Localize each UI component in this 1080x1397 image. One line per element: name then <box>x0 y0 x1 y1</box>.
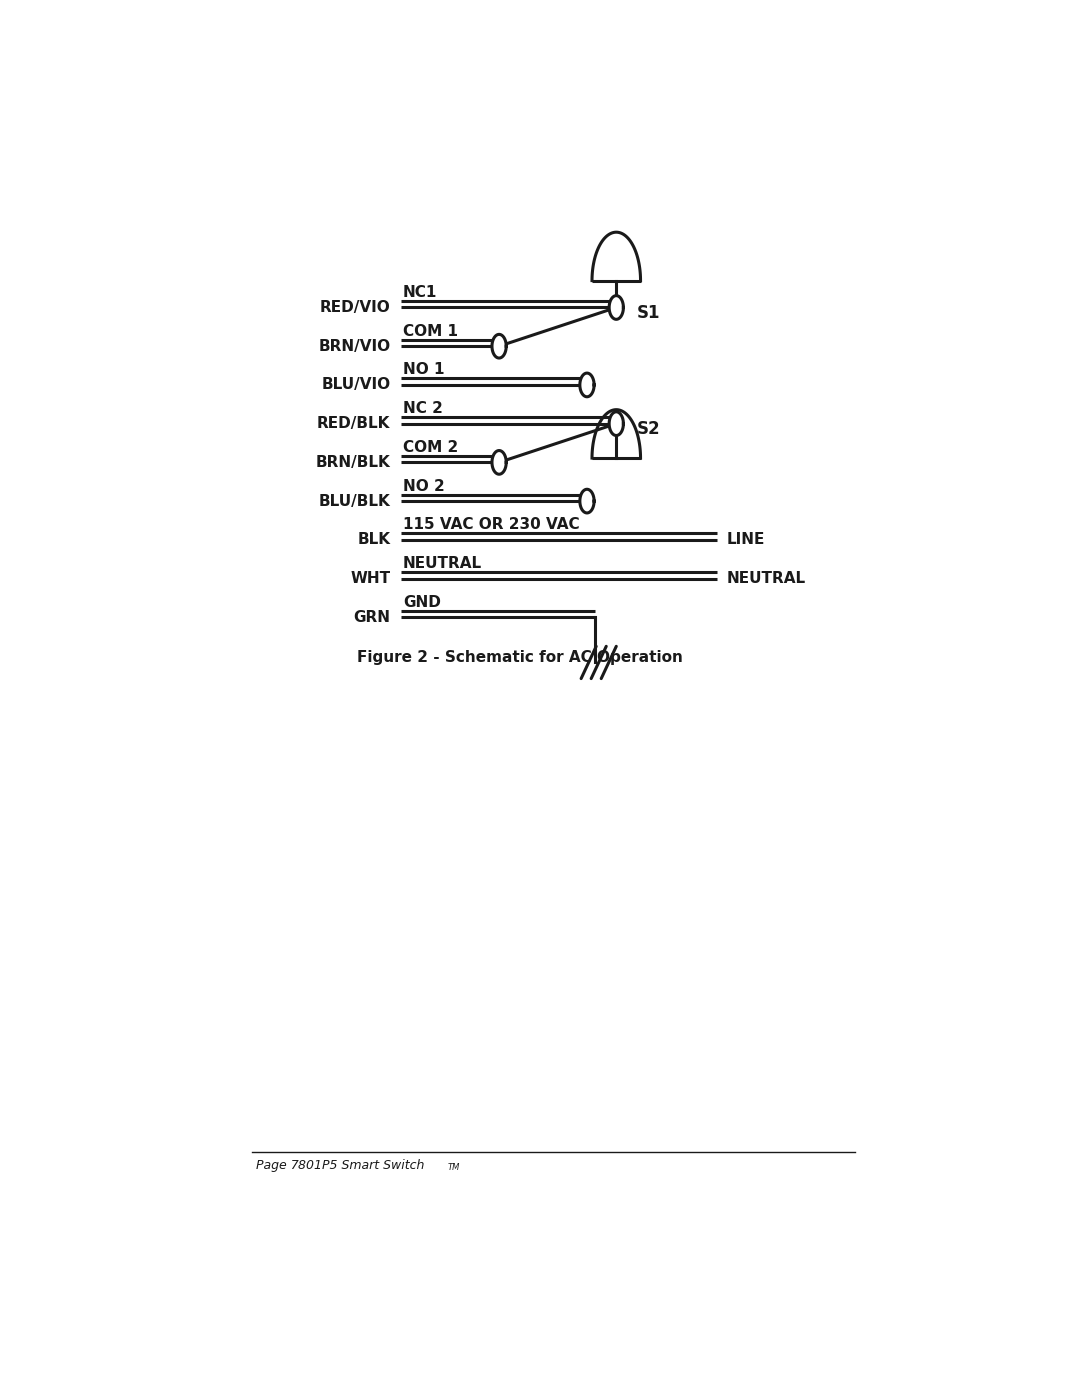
Text: Page 7: Page 7 <box>256 1160 299 1172</box>
Text: TM: TM <box>447 1162 460 1172</box>
Polygon shape <box>580 489 594 513</box>
Text: GRN: GRN <box>353 609 390 624</box>
Polygon shape <box>492 334 507 358</box>
Polygon shape <box>609 296 623 320</box>
Polygon shape <box>609 412 623 436</box>
Text: BRN/VIO: BRN/VIO <box>319 338 390 353</box>
Text: BLU/VIO: BLU/VIO <box>321 377 390 393</box>
Text: RED/VIO: RED/VIO <box>320 300 390 314</box>
Text: BLU/BLK: BLU/BLK <box>319 493 390 509</box>
Text: BLK: BLK <box>357 532 390 548</box>
Text: NO 2: NO 2 <box>403 479 445 493</box>
Text: NEUTRAL: NEUTRAL <box>727 571 806 587</box>
Text: Figure 2 - Schematic for AC Operation: Figure 2 - Schematic for AC Operation <box>357 650 683 665</box>
Polygon shape <box>580 373 594 397</box>
Polygon shape <box>492 451 507 474</box>
Text: RED/BLK: RED/BLK <box>316 416 390 432</box>
Text: NC1: NC1 <box>403 285 437 300</box>
Text: NO 1: NO 1 <box>403 362 444 377</box>
Text: S1: S1 <box>637 305 661 321</box>
Text: S2: S2 <box>637 420 661 439</box>
Text: WHT: WHT <box>350 571 390 587</box>
Text: LINE: LINE <box>727 532 765 548</box>
Text: COM 1: COM 1 <box>403 324 458 338</box>
Text: 801P5 Smart Switch: 801P5 Smart Switch <box>298 1160 424 1172</box>
Text: BRN/BLK: BRN/BLK <box>315 455 390 469</box>
Text: NEUTRAL: NEUTRAL <box>403 556 482 571</box>
Text: 115 VAC OR 230 VAC: 115 VAC OR 230 VAC <box>403 517 580 532</box>
Text: NC 2: NC 2 <box>403 401 443 416</box>
Text: COM 2: COM 2 <box>403 440 458 455</box>
Text: GND: GND <box>403 595 441 609</box>
